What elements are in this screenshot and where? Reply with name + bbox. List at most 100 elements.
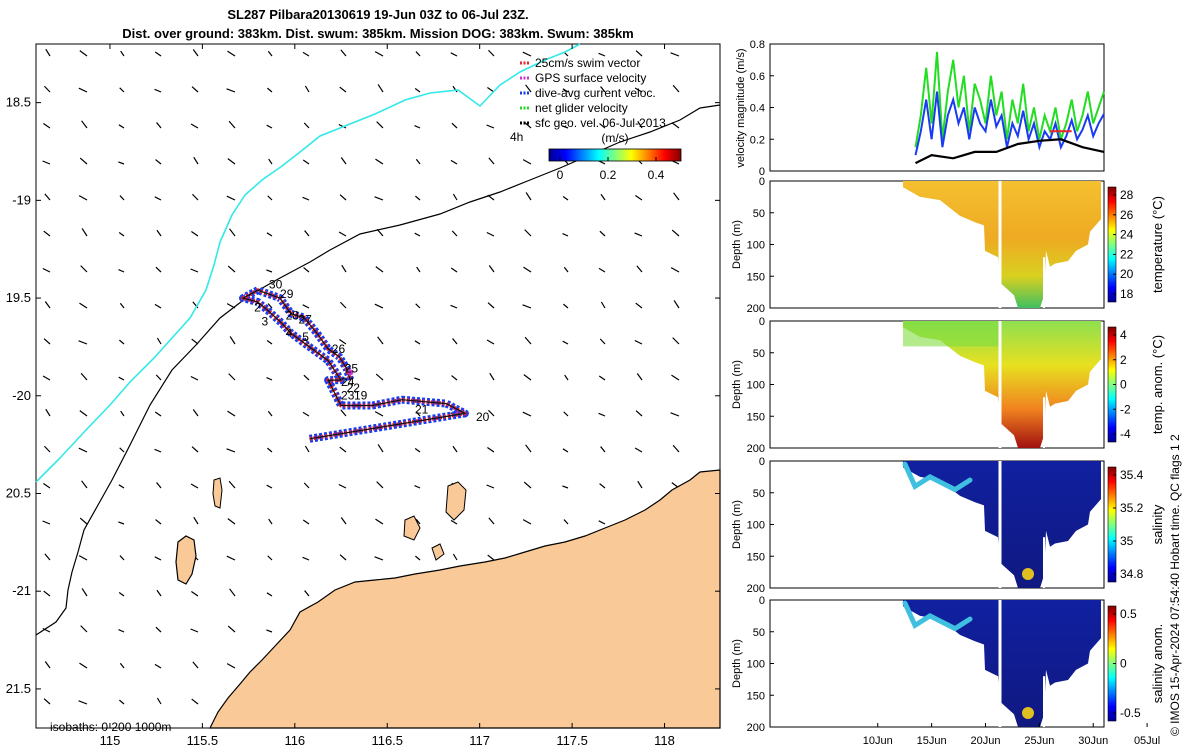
current-arrow — [415, 158, 421, 165]
current-arrow — [672, 84, 680, 93]
current-arrow — [42, 267, 51, 273]
current-arrow — [562, 195, 569, 201]
y-tick-label: 50 — [753, 488, 765, 500]
y-tick-label: 18.5 — [6, 95, 31, 110]
current-arrow — [374, 51, 384, 57]
isobaths-label: isobaths: 0 200 1000m — [50, 720, 171, 734]
current-arrow — [267, 50, 273, 57]
y-tick-label: 0 — [759, 166, 765, 178]
current-arrow — [563, 303, 569, 309]
current-arrow — [119, 339, 125, 345]
current-arrow — [267, 447, 273, 453]
y-tick-label: 0 — [759, 456, 765, 468]
current-arrow — [119, 662, 125, 669]
current-arrow — [376, 481, 384, 489]
current-arrow — [156, 697, 162, 705]
current-arrow — [190, 375, 199, 381]
current-arrow — [341, 264, 347, 273]
y-tick-label: -20 — [12, 388, 31, 403]
current-arrow — [339, 194, 347, 201]
current-arrow — [522, 51, 532, 57]
series-line — [915, 138, 1105, 165]
legend-label: net glider velocity — [535, 101, 628, 115]
current-arrow — [671, 229, 680, 237]
current-arrow — [304, 230, 310, 237]
x-tick-label: 05Jul — [1134, 735, 1160, 747]
current-arrow — [44, 193, 51, 201]
current-arrow — [452, 445, 458, 453]
current-arrow — [525, 444, 532, 453]
colorbar-tick-label: 22 — [1120, 247, 1134, 261]
current-arrow — [119, 447, 125, 453]
current-arrow — [415, 411, 421, 417]
current-arrow — [450, 304, 458, 309]
current-arrow — [340, 49, 347, 57]
section-data-highlight — [902, 600, 973, 632]
y-tick-label: 100 — [747, 380, 765, 392]
x-tick-label: 15Jun — [917, 735, 947, 747]
legend-tag: 4h — [510, 130, 523, 144]
x-tick-label: 30Jun — [1078, 735, 1108, 747]
current-arrow — [156, 482, 162, 489]
section-data — [903, 600, 1101, 727]
day-label: 22 — [347, 381, 361, 395]
current-arrow — [43, 123, 51, 129]
current-arrow — [670, 52, 680, 57]
current-arrow — [267, 87, 273, 93]
current-arrow — [488, 157, 495, 165]
current-arrow — [193, 516, 199, 525]
current-arrow — [339, 446, 347, 453]
current-arrow — [339, 86, 347, 93]
current-arrow — [637, 480, 643, 489]
x-tick-label: 115.5 — [187, 733, 219, 748]
current-arrow — [43, 698, 51, 705]
current-arrow — [119, 195, 125, 201]
colorbar-tick-label: 35.4 — [1120, 468, 1144, 482]
current-arrow — [226, 663, 236, 669]
current-arrow — [43, 483, 51, 489]
current-arrow — [415, 555, 421, 561]
current-arrow — [80, 265, 88, 273]
current-arrow — [80, 625, 88, 633]
current-arrow — [42, 160, 51, 165]
current-arrow — [118, 591, 125, 597]
current-arrow — [452, 553, 458, 561]
current-arrow — [376, 121, 384, 129]
day-label: 23 — [341, 389, 355, 403]
current-arrow — [81, 480, 88, 489]
y-tick-label: 0.2 — [750, 134, 765, 146]
current-arrow — [487, 554, 495, 561]
current-arrow — [80, 372, 88, 381]
current-arrow — [414, 232, 421, 237]
day-label: 27 — [299, 312, 313, 326]
current-arrow — [190, 483, 199, 489]
colorbar-tick-label: 0.4 — [648, 168, 665, 182]
current-arrow — [118, 269, 125, 273]
current-arrow — [303, 267, 310, 273]
current-arrow — [81, 228, 88, 237]
current-arrow — [79, 50, 88, 57]
y-tick-label: 0.4 — [750, 103, 765, 115]
current-arrow — [452, 193, 458, 201]
current-arrow — [340, 301, 347, 309]
current-arrow — [44, 553, 51, 561]
credit-text: © IMOS 15-Apr-2024 07:54:40 Hobart time.… — [1168, 434, 1182, 736]
current-arrow — [155, 374, 162, 381]
current-arrow — [154, 196, 162, 201]
current-arrow — [154, 663, 162, 669]
y-tick-label: 100 — [747, 240, 765, 252]
current-arrow — [267, 410, 273, 417]
current-arrow — [156, 589, 162, 597]
current-arrow — [522, 519, 532, 525]
current-arrow — [377, 84, 384, 93]
current-arrow — [414, 125, 421, 129]
current-arrow — [43, 338, 51, 345]
current-arrow — [450, 159, 458, 165]
x-tick-label: 25Jun — [1024, 735, 1054, 747]
colorbar-label: salinity — [1150, 504, 1165, 544]
island-mid — [403, 515, 421, 541]
colorbar-tick-label: 18 — [1120, 287, 1134, 301]
current-arrow — [78, 447, 88, 453]
